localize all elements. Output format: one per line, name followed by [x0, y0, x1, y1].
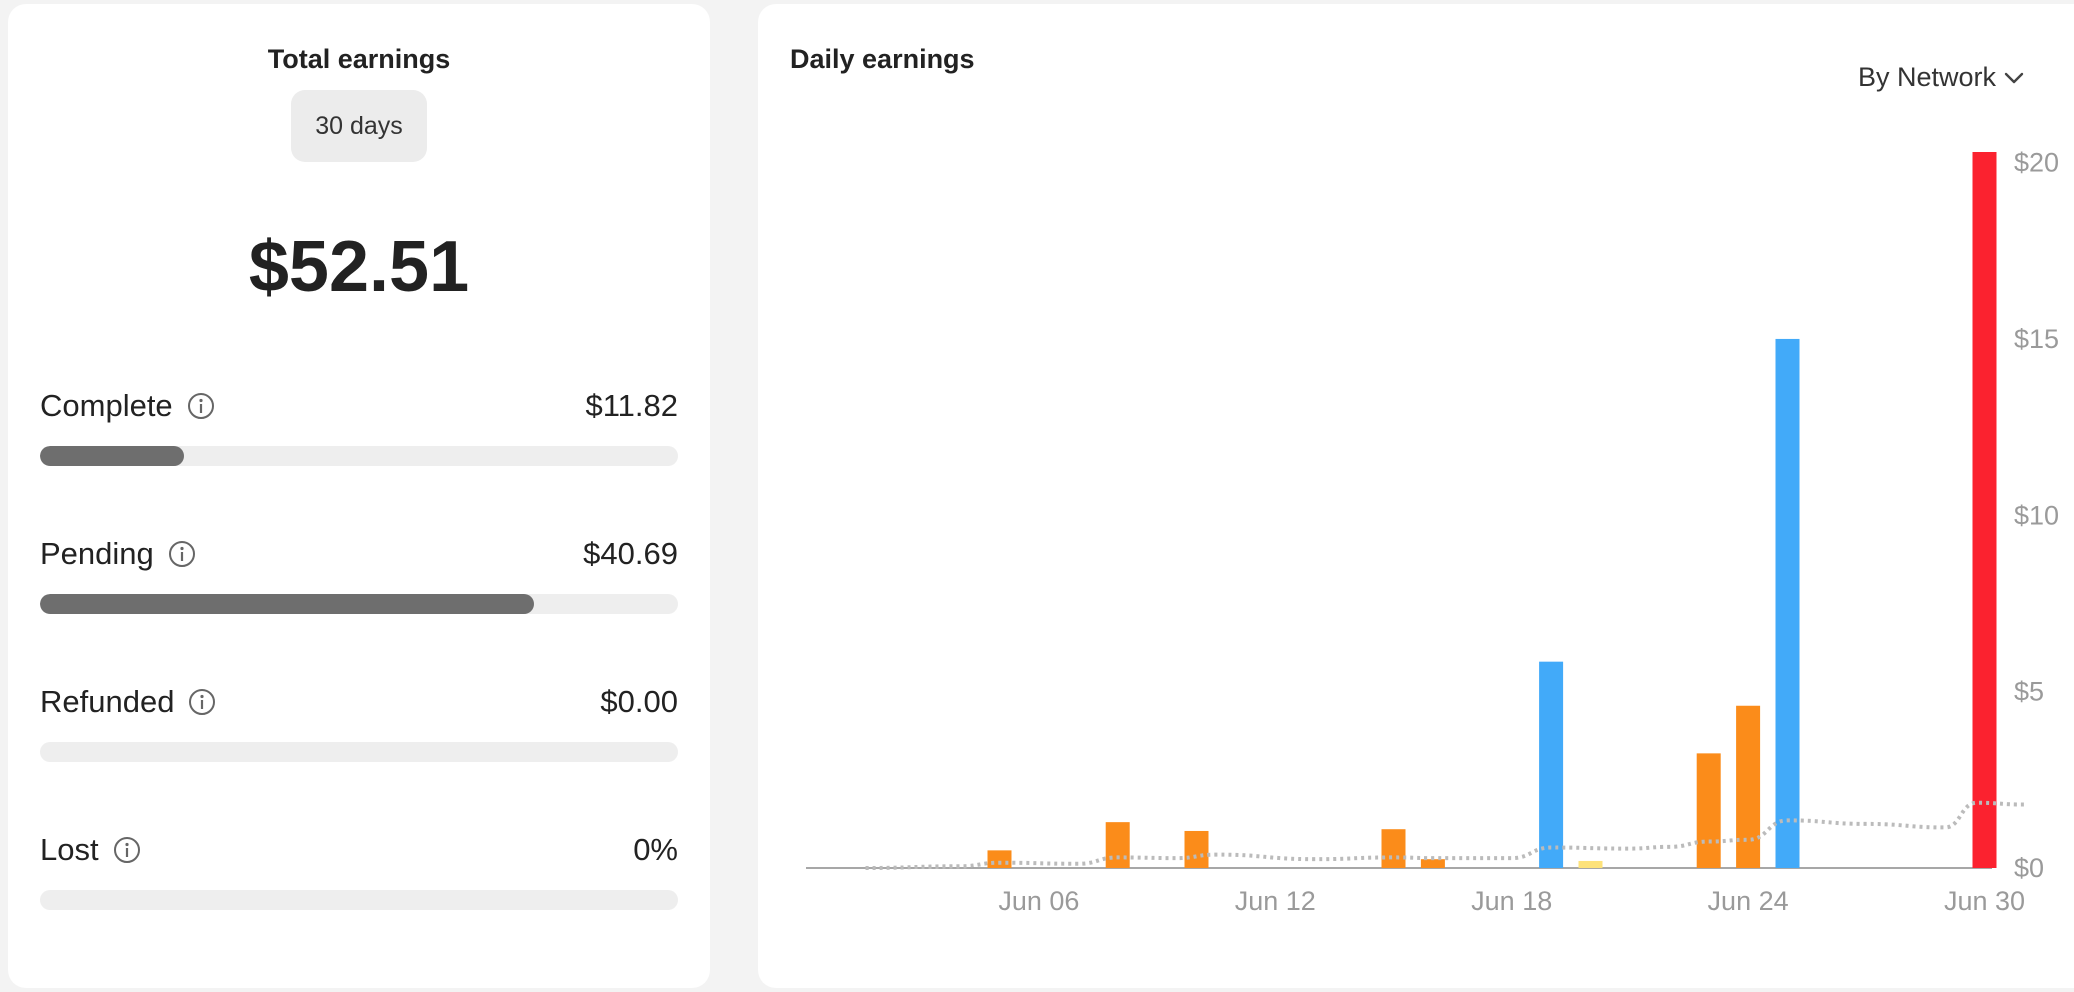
x-tick-label: Jun 18 [1471, 886, 1552, 916]
chart-bar [1539, 661, 1564, 868]
date-range-button[interactable]: 30 days [291, 90, 427, 162]
x-tick-label: Jun 12 [1235, 886, 1316, 916]
daily-earnings-card: Jun 06 Jun 12 Jun 18 Jun 24 Jun 30 $0 $5 $10 $15… [758, 4, 2074, 988]
chart-bar [1696, 753, 1721, 868]
metric-pending: Pending $40.69 [40, 536, 678, 646]
metric-refunded: Refunded $0.00 [40, 684, 678, 794]
metric-value: $11.82 [585, 388, 678, 423]
trend-line [865, 800, 2024, 870]
metric-value: 0% [633, 832, 678, 867]
y-tick-label: $15 [2014, 324, 2059, 354]
network-dropdown-label: By Network [1857, 62, 1996, 92]
chart-bar [1736, 705, 1761, 868]
x-tick-label: Jun 24 [1708, 886, 1789, 916]
chevron-down-icon [2004, 72, 2024, 83]
metric-value: $40.69 [583, 536, 678, 571]
network-dropdown[interactable]: By Network [1858, 62, 2026, 93]
chart-bar [987, 850, 1012, 868]
y-tick-label: $20 [2014, 148, 2059, 178]
x-tick-label: Jun 30 [1944, 886, 2025, 916]
metric-complete: Complete $11.82 [40, 388, 678, 498]
metric-label: Pending [40, 536, 154, 571]
metric-value: $0.00 [600, 684, 678, 719]
total-earnings-amount: $52.51 [248, 227, 470, 307]
info-icon[interactable] [187, 392, 215, 420]
progress-fill [40, 446, 184, 466]
x-tick-label: Jun 06 [998, 886, 1079, 916]
info-icon[interactable] [168, 540, 196, 568]
y-tick-label: $0 [2014, 853, 2044, 883]
chart-bar [1775, 338, 1800, 868]
metric-lost: Lost 0% [40, 832, 678, 942]
info-icon[interactable] [113, 836, 141, 864]
progress-track [40, 742, 678, 762]
y-tick-label: $10 [2014, 500, 2059, 530]
daily-earnings-chart: Jun 06 Jun 12 Jun 18 Jun 24 Jun 30$0 $5 $10 $15… [806, 148, 2059, 916]
y-tick-label: $5 [2014, 677, 2044, 707]
metric-label: Lost [40, 832, 99, 867]
progress-fill [40, 594, 535, 614]
metric-label: Refunded [40, 684, 175, 719]
progress-track [40, 890, 678, 910]
chart-bar [1420, 859, 1445, 868]
progress-track [40, 594, 678, 614]
chart-bar [1578, 860, 1603, 868]
chart-bar [1381, 829, 1406, 868]
total-earnings-card: Total earnings 30 days $52.51 Complete $… [8, 4, 710, 988]
chart-bar [1105, 822, 1130, 868]
info-icon[interactable] [188, 688, 216, 716]
total-earnings-title: Total earnings [267, 44, 451, 74]
progress-track [40, 446, 678, 466]
chart-bar [1184, 830, 1209, 868]
chart-bar [1972, 152, 1997, 868]
daily-earnings-title: Daily earnings [790, 44, 975, 74]
metric-label: Complete [40, 388, 173, 423]
